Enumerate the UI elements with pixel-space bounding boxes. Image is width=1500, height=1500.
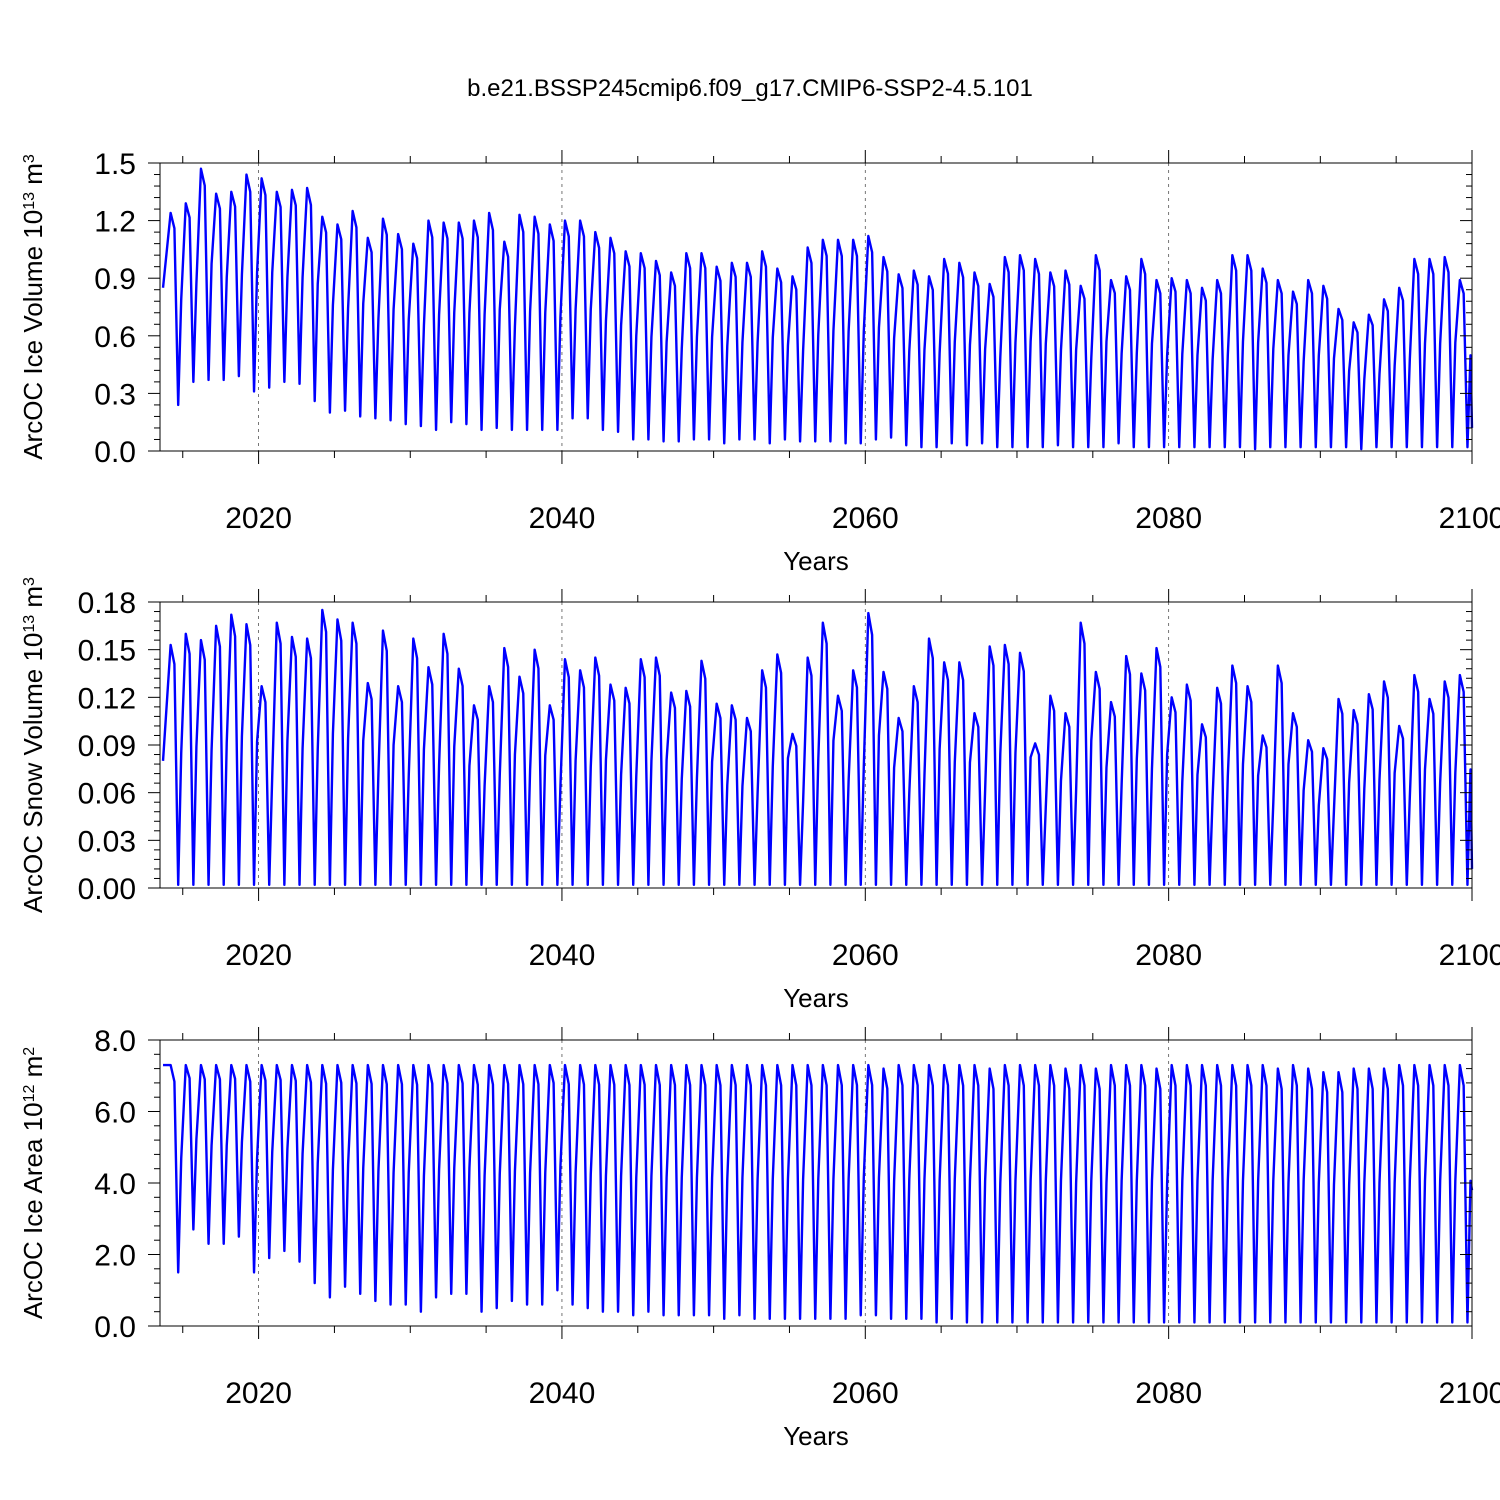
panels: 0.0 0.3 0.6 0.9 1.2 1.5 2020 2040 2060 2080 2100 Ye… <box>18 148 1500 1451</box>
y-tick-label: 0.12 <box>78 682 136 715</box>
panel-2: 0.00 0.03 0.06 0.09 0.12 0.15 0.18 2020 2040 2060… <box>18 577 1500 1013</box>
y-tick-label: 0.03 <box>78 825 136 858</box>
x-tick-label: 2080 <box>1135 1377 1202 1410</box>
y-tick-label: 0.3 <box>94 378 136 411</box>
x-axis-label: Years <box>783 546 849 576</box>
y-axis-label-ylabel-exp: 13 <box>21 615 38 633</box>
y-tick-label: 1.2 <box>94 206 136 239</box>
y-axis-label: ArcOC Ice Area 1012 m2 <box>18 1047 48 1319</box>
x-axis-label: Years <box>783 983 849 1013</box>
y-axis-label-ylabel-unit-exp: 3 <box>21 154 38 163</box>
y-tick-label: 8.0 <box>94 1025 136 1058</box>
panel-1: 0.0 0.3 0.6 0.9 1.2 1.5 2020 2040 2060 2080 2100 Ye… <box>18 148 1500 576</box>
y-axis-label-ylabel-unit-exp: 2 <box>21 1047 38 1056</box>
figure-title: b.e21.BSSP245cmip6.f09_g17.CMIP6-SSP2-4.… <box>467 75 1033 102</box>
y-tick-label: 2.0 <box>94 1240 136 1273</box>
x-tick-label: 2080 <box>1135 502 1202 535</box>
x-tick-label: 2060 <box>832 1377 899 1410</box>
y-tick-label: 6.0 <box>94 1097 136 1130</box>
x-tick-label: 2060 <box>832 939 899 972</box>
x-tick-label: 2060 <box>832 502 899 535</box>
x-axis-label: Years <box>783 1421 849 1451</box>
x-tick-label: 2100 <box>1439 502 1500 535</box>
x-tick-label: 2100 <box>1439 1377 1500 1410</box>
y-tick-label: 0.06 <box>78 778 136 811</box>
y-axis-label-ylabel-unit: m <box>18 586 48 615</box>
panel-3: 0.0 2.0 4.0 6.0 8.0 2020 2040 2060 2080 2100 Years… <box>18 1025 1500 1451</box>
y-axis-label-ylabel: ArcOC Snow Volume 10 <box>18 633 48 913</box>
y-tick-label: 4.0 <box>94 1168 136 1201</box>
y-tick-label: 0.00 <box>78 873 136 906</box>
y-tick-label: 0.0 <box>94 436 136 469</box>
y-axis-label-ylabel: ArcOC Ice Area 10 <box>18 1102 48 1319</box>
y-axis-label-ylabel-unit: m <box>18 163 48 192</box>
y-axis-label-ylabel-exp: 13 <box>21 192 38 210</box>
y-axis-label: ArcOC Snow Volume 1013 m3 <box>18 577 48 913</box>
y-axis-label-ylabel: ArcOC Ice Volume 10 <box>18 210 48 460</box>
x-tick-label: 2100 <box>1439 939 1500 972</box>
series-line-3 <box>163 1063 1474 1324</box>
series-line-1 <box>161 167 1474 451</box>
x-tick-label: 2020 <box>225 1377 292 1410</box>
plot-frame <box>159 162 1473 452</box>
y-tick-label: 1.5 <box>94 148 136 181</box>
y-tick-label: 0.6 <box>94 321 136 354</box>
y-tick-label: 0.0 <box>94 1311 136 1344</box>
y-axis-label: ArcOC Ice Volume 1013 m3 <box>18 154 48 460</box>
x-tick-label: 2020 <box>225 939 292 972</box>
y-axis-label-ylabel-unit: m <box>18 1056 48 1085</box>
y-axis-label-ylabel-unit-exp: 3 <box>21 577 38 586</box>
x-tick-label: 2040 <box>529 939 596 972</box>
y-tick-label: 0.15 <box>78 635 136 668</box>
y-tick-label: 0.09 <box>78 730 136 763</box>
x-tick-label: 2080 <box>1135 939 1202 972</box>
y-tick-label: 0.18 <box>78 587 136 620</box>
series-line-2 <box>161 608 1474 887</box>
y-axis-label-ylabel-exp: 12 <box>21 1085 38 1103</box>
x-tick-label: 2020 <box>225 502 292 535</box>
x-tick-label: 2040 <box>529 502 596 535</box>
x-tick-label: 2040 <box>529 1377 596 1410</box>
y-tick-label: 0.9 <box>94 263 136 296</box>
